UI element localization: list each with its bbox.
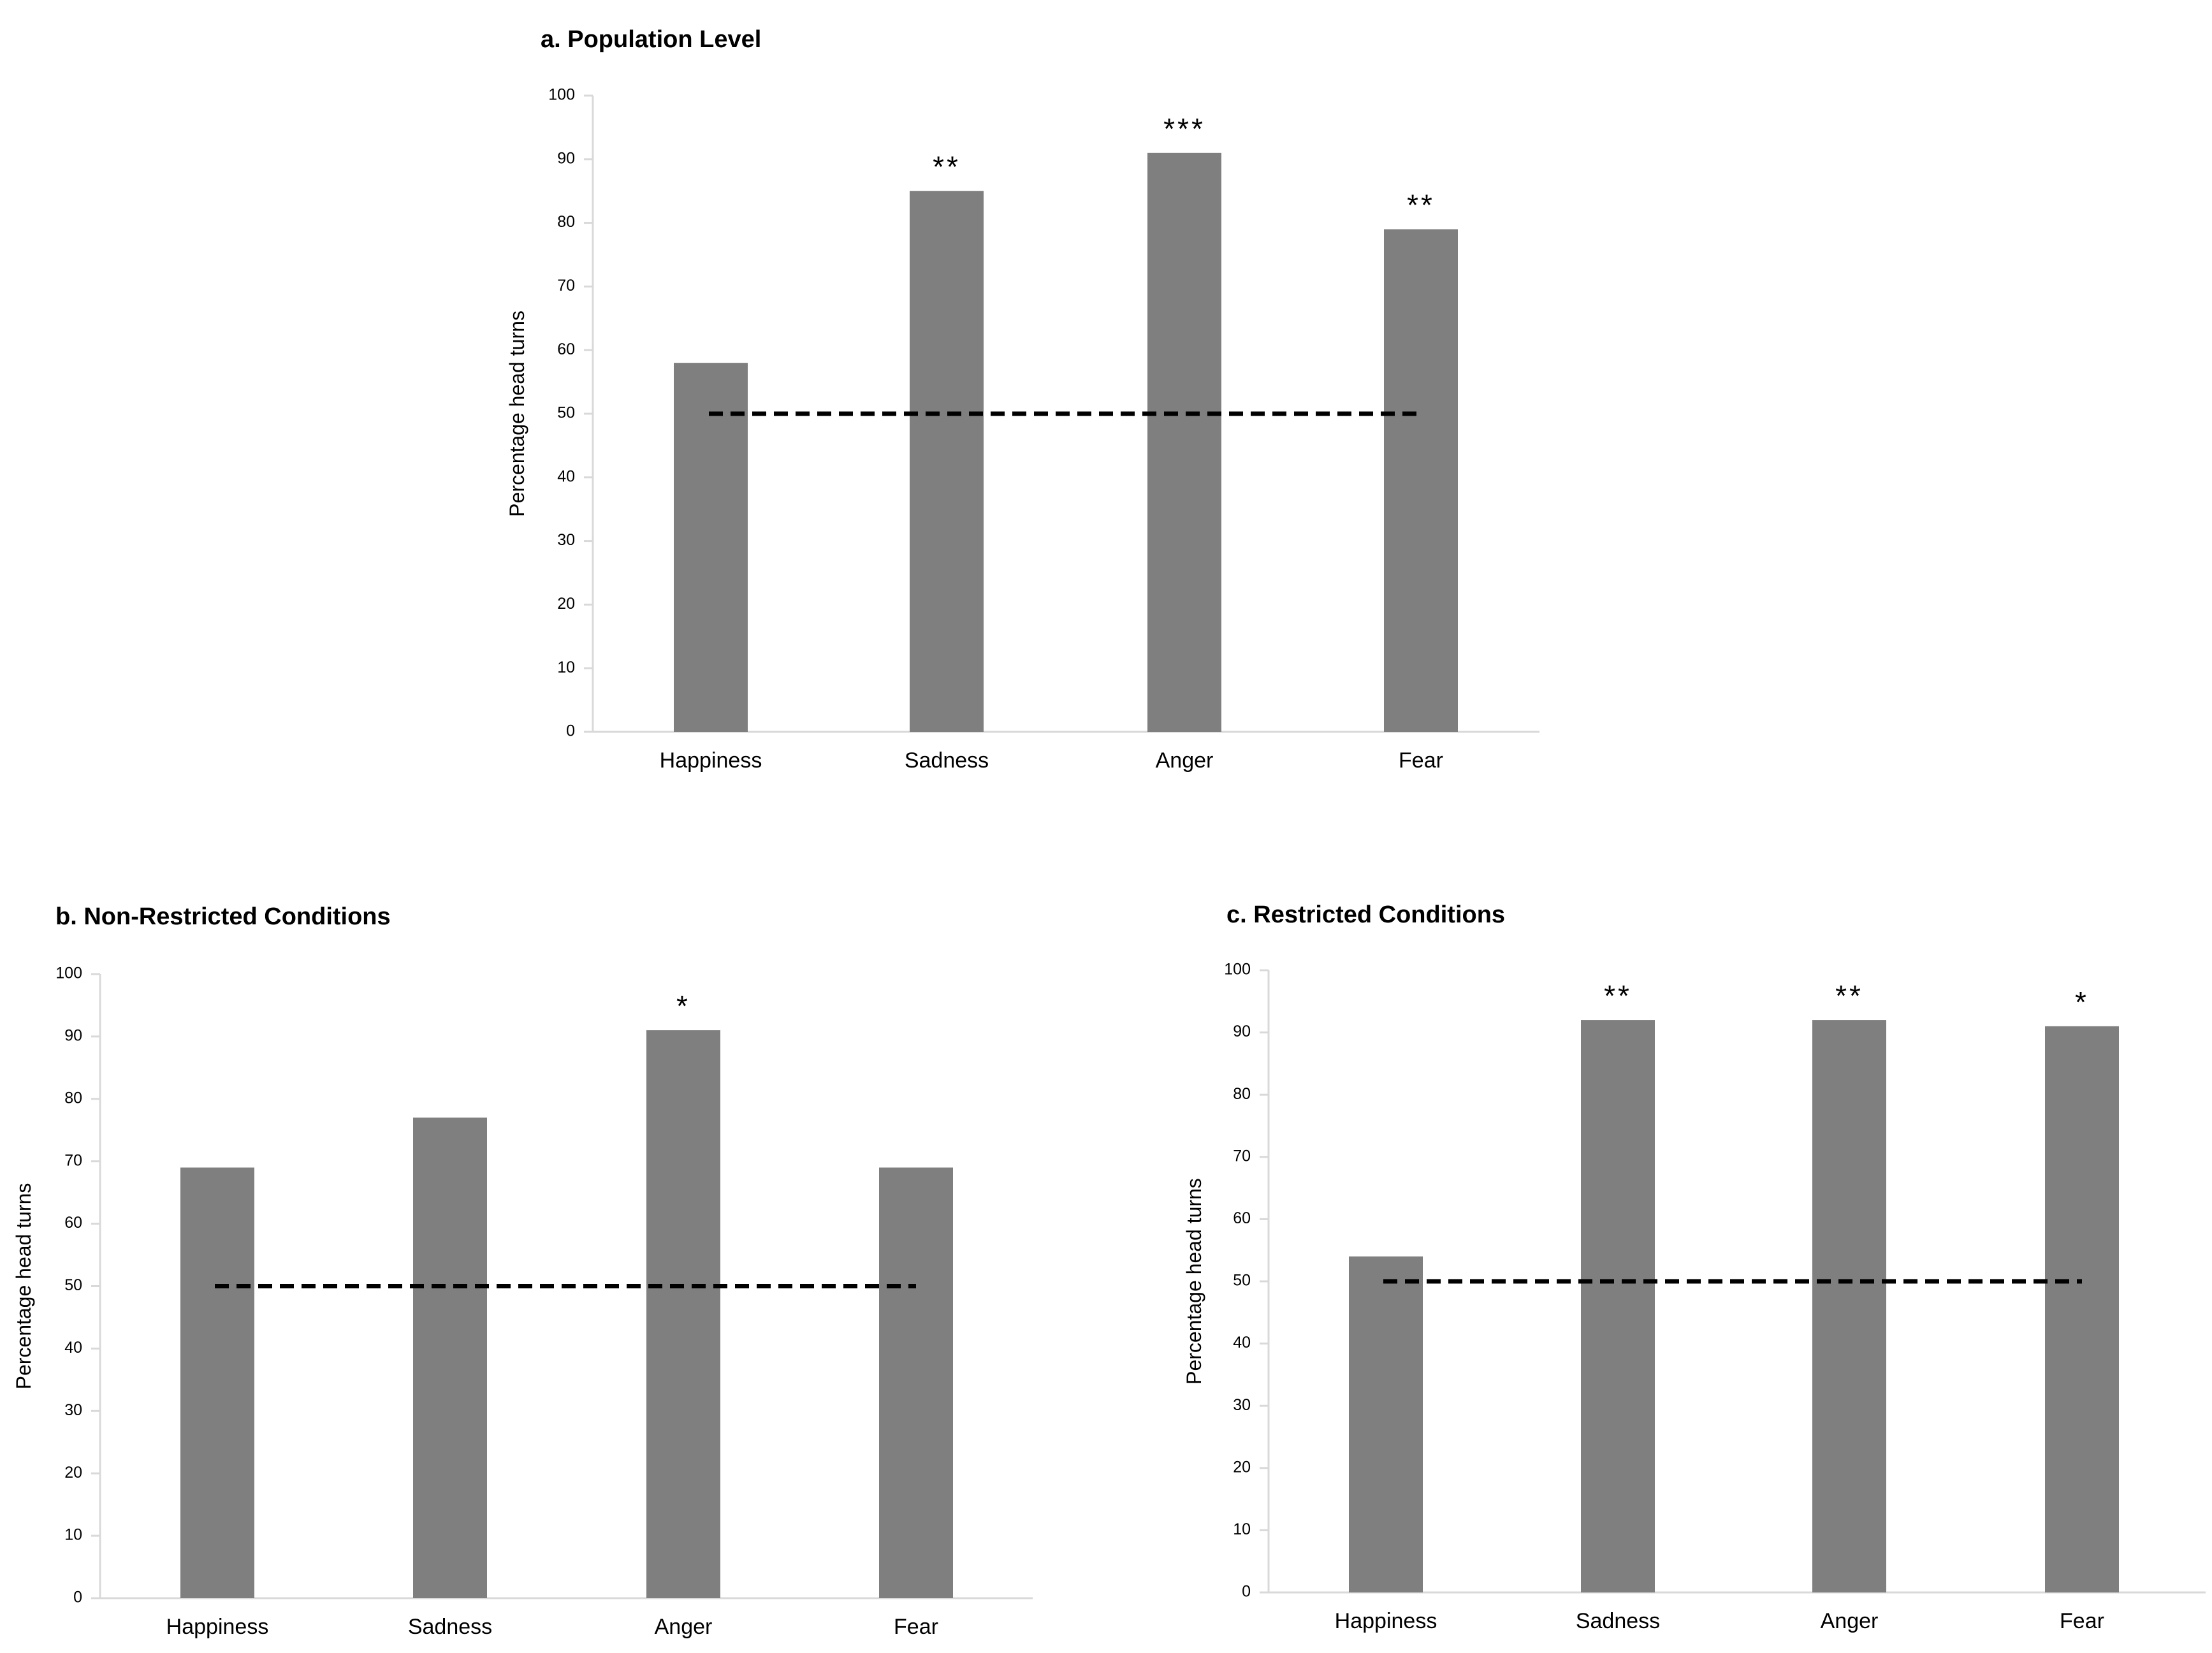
x-tick-label: Sadness (408, 1615, 492, 1639)
x-tick-label: Happiness (660, 748, 762, 773)
y-tick-label: 20 (64, 1464, 82, 1482)
y-tick-label: 70 (64, 1151, 82, 1169)
y-tick-label: 100 (548, 86, 575, 104)
significance-mark: ** (1835, 979, 1863, 1012)
y-tick-label: 10 (64, 1526, 82, 1544)
y-tick-label: 80 (1233, 1085, 1251, 1103)
x-tick-label: Fear (2060, 1609, 2104, 1633)
y-tick-label: 0 (1242, 1583, 1251, 1601)
x-tick-label: Sadness (905, 748, 989, 773)
x-tick-label: Fear (894, 1615, 938, 1639)
significance-mark: ** (1407, 189, 1435, 222)
y-tick-label: 30 (557, 531, 575, 549)
y-tick-label: 0 (566, 722, 575, 740)
panel-b: b. Non-Restricted Conditions Percentage h… (12, 903, 1033, 1639)
y-tick-label: 90 (557, 149, 575, 167)
panel-a: a. Population Level Percentage head turns… (506, 26, 1539, 773)
y-tick-label: 100 (1224, 961, 1251, 979)
bar-happiness (180, 1167, 254, 1598)
x-tick-label: Happiness (166, 1615, 269, 1639)
y-tick-label: 40 (1233, 1334, 1251, 1351)
bar-sadness (1581, 1020, 1655, 1592)
y-tick-label: 40 (64, 1339, 82, 1357)
bar-happiness (1349, 1256, 1423, 1592)
y-tick-label: 0 (73, 1589, 82, 1606)
y-tick-label: 30 (64, 1401, 82, 1419)
y-axis-label: Percentage head turns (12, 1183, 35, 1390)
significance-mark: ** (1604, 979, 1632, 1012)
bar-fear (879, 1167, 953, 1598)
x-tick-label: Fear (1399, 748, 1443, 773)
bar-anger (1147, 152, 1221, 732)
bar-sadness (413, 1118, 487, 1598)
x-tick-label: Anger (1821, 1609, 1879, 1633)
x-tick-label: Sadness (1576, 1609, 1660, 1633)
y-tick-label: 70 (1233, 1147, 1251, 1165)
y-tick-label: 80 (64, 1089, 82, 1107)
y-tick-label: 20 (557, 595, 575, 613)
bar-anger (1812, 1020, 1886, 1592)
y-tick-label: 30 (1233, 1396, 1251, 1414)
y-tick-label: 20 (1233, 1458, 1251, 1476)
bar-happiness (674, 363, 748, 732)
y-tick-label: 10 (557, 659, 575, 676)
significance-mark: ** (933, 150, 961, 184)
y-axis-label: Percentage head turns (1182, 1178, 1205, 1385)
chart-title: a. Population Level (541, 26, 761, 53)
y-tick-label: 90 (64, 1027, 82, 1045)
y-tick-label: 80 (557, 213, 575, 231)
bar-anger (646, 1030, 720, 1598)
significance-mark: * (2075, 986, 2089, 1019)
significance-mark: *** (1163, 112, 1205, 145)
bar-fear (2045, 1026, 2119, 1592)
bar-fear (1384, 229, 1458, 732)
y-tick-label: 60 (557, 340, 575, 358)
y-axis-label: Percentage head turns (506, 310, 528, 517)
y-tick-label: 90 (1233, 1023, 1251, 1040)
bar-sadness (910, 191, 984, 732)
y-tick-label: 70 (557, 277, 575, 295)
y-tick-label: 60 (64, 1214, 82, 1232)
x-tick-label: Happiness (1335, 1609, 1437, 1633)
significance-mark: * (676, 989, 690, 1023)
panel-c: c. Restricted Conditions Percentage head … (1182, 901, 2206, 1633)
x-tick-label: Anger (655, 1615, 713, 1639)
chart-title: c. Restricted Conditions (1226, 901, 1505, 928)
y-tick-label: 50 (64, 1276, 82, 1294)
y-tick-label: 40 (557, 467, 575, 485)
y-tick-label: 60 (1233, 1209, 1251, 1227)
x-tick-label: Anger (1156, 748, 1214, 773)
chart-title: b. Non-Restricted Conditions (55, 903, 391, 930)
y-tick-label: 50 (1233, 1272, 1251, 1290)
y-tick-label: 50 (557, 404, 575, 422)
y-tick-label: 10 (1233, 1520, 1251, 1538)
y-tick-label: 100 (55, 965, 82, 982)
